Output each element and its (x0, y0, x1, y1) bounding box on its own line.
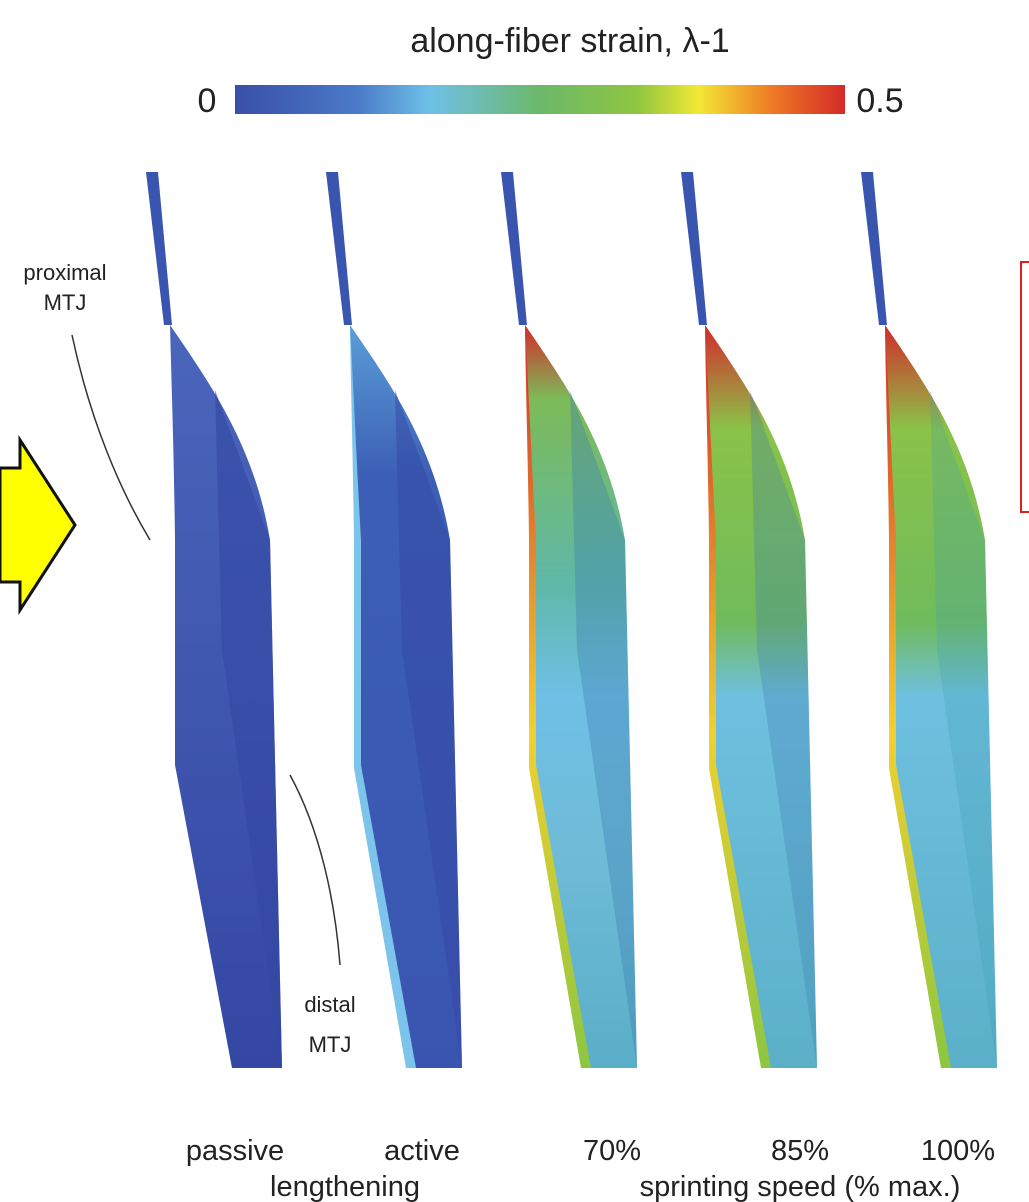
annotation: distal (304, 992, 355, 1017)
annotation: MTJ (309, 1032, 352, 1057)
panel-label: 70% (583, 1135, 641, 1167)
pointer-line (290, 775, 340, 965)
group-label: sprinting speed (% max.) (640, 1171, 961, 1202)
colorbar (235, 85, 845, 114)
muscle-active (326, 172, 462, 1068)
panel-label: 85% (771, 1135, 829, 1167)
panel-label: passive (186, 1135, 284, 1167)
muscle-100 (861, 172, 997, 1068)
muscle-passive (146, 172, 282, 1068)
colorbar-max: 0.5 (856, 82, 903, 120)
panel-label: 100% (921, 1135, 995, 1167)
title: along-fiber strain, λ-1 (410, 22, 729, 60)
arrow (0, 440, 75, 610)
muscle-70 (501, 172, 637, 1068)
annotation: proximal (23, 260, 106, 285)
panel-label: active (384, 1135, 460, 1167)
group-label: lengthening (270, 1171, 420, 1202)
pointer-line (72, 335, 150, 540)
colorbar-min: 0 (198, 82, 217, 120)
highlight-box (1021, 262, 1029, 512)
figure: along-fiber strain, λ-1 0 0.5 proximal M… (0, 0, 1029, 1202)
annotation: MTJ (44, 290, 87, 315)
muscle-85 (681, 172, 817, 1068)
